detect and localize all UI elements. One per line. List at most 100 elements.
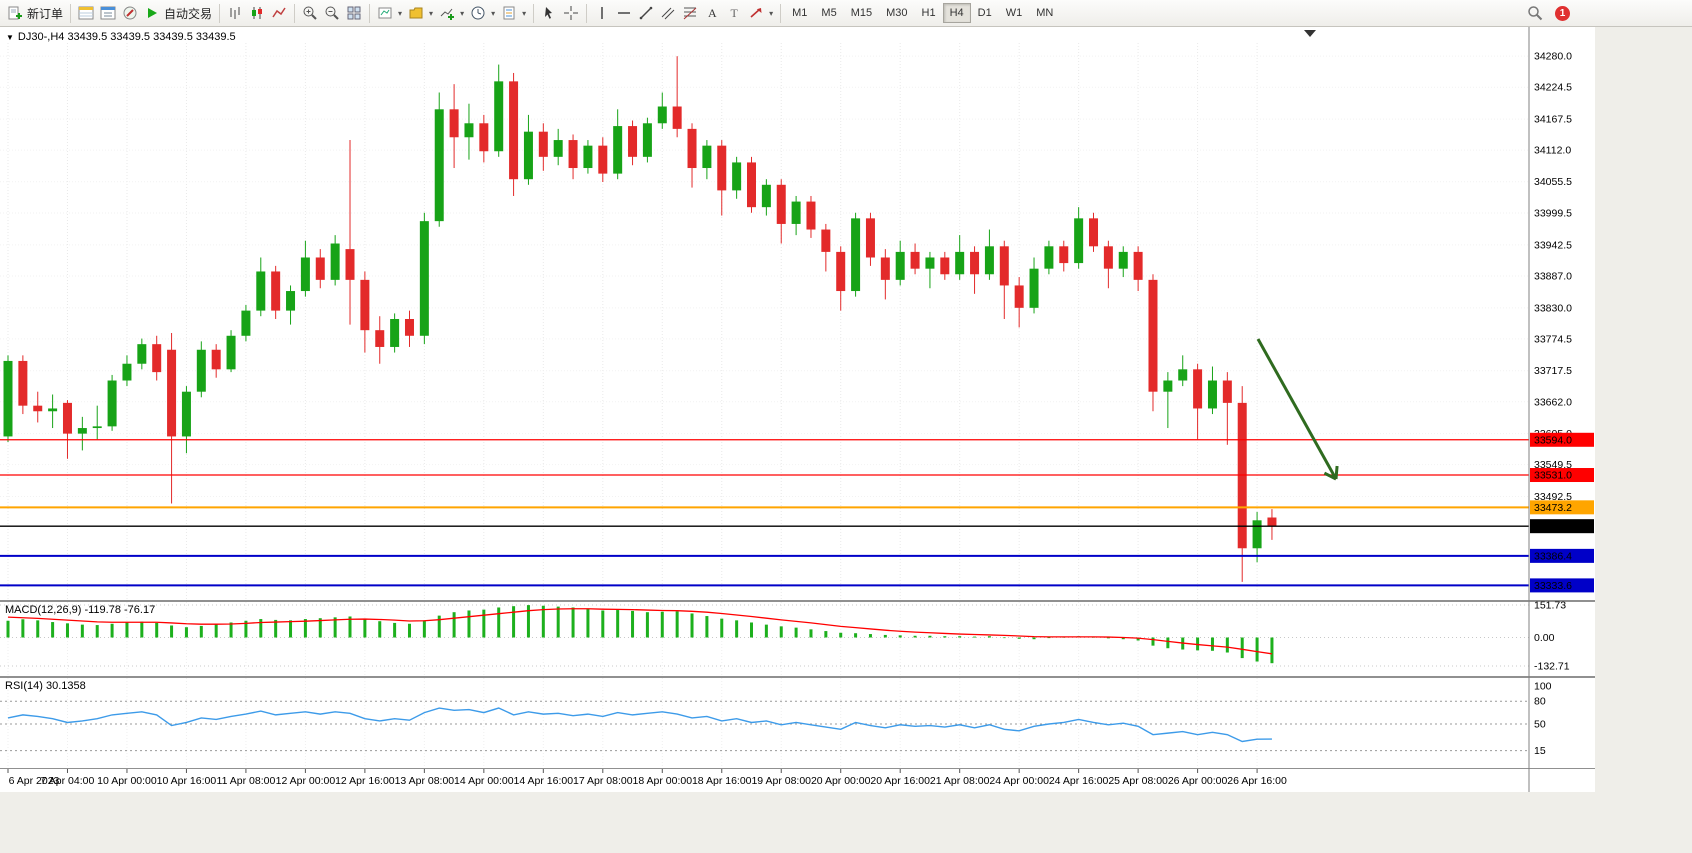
timeframe-h4[interactable]: H4	[942, 3, 971, 23]
indicators-button[interactable]: ▾	[436, 1, 467, 25]
zoom-out-button[interactable]	[321, 1, 343, 25]
new-order-label: 新订单	[27, 6, 64, 21]
time-label: 6 Apr 2023	[9, 775, 60, 787]
chevron-down-icon: ▾	[491, 8, 496, 18]
svg-text:15: 15	[1534, 745, 1546, 757]
toolbar-separator	[219, 3, 221, 23]
toolbar-separator	[780, 3, 782, 23]
vertical-line-button[interactable]	[591, 1, 613, 25]
horizontal-line-button[interactable]	[613, 1, 635, 25]
toolbar-separator	[70, 3, 72, 23]
cursor-icon	[545, 7, 553, 19]
timeframe-mn[interactable]: MN	[1029, 3, 1060, 23]
crosshair-button[interactable]	[560, 1, 582, 25]
svg-text:33999.5: 33999.5	[1534, 208, 1572, 220]
timeframe-m5[interactable]: M5	[814, 3, 843, 23]
trendline-icon	[639, 6, 653, 20]
timeframe-m15[interactable]: M15	[844, 3, 879, 23]
zoom-out-icon	[325, 6, 339, 20]
price-badge-33386.4	[1530, 548, 1594, 563]
tile-windows-button[interactable]	[343, 1, 365, 25]
svg-text:33531.0: 33531.0	[1534, 470, 1572, 482]
arrows-icon	[750, 8, 762, 18]
svg-text:33774.5: 33774.5	[1534, 333, 1572, 345]
svg-text:33717.5: 33717.5	[1534, 365, 1572, 377]
time-label: 25 Apr 08:00	[1108, 775, 1168, 787]
svg-text:100: 100	[1534, 681, 1552, 693]
time-label: 12 Apr 00:00	[276, 775, 336, 787]
cursor-button[interactable]	[538, 1, 560, 25]
time-label: 20 Apr 00:00	[811, 775, 871, 787]
macd-panel[interactable]: 151.73 0.00 -132.71	[0, 600, 1595, 676]
trendline-button[interactable]	[635, 1, 657, 25]
new-order-icon	[8, 6, 22, 20]
text-button[interactable]: A	[701, 1, 723, 25]
timeframe-m1[interactable]: M1	[785, 3, 814, 23]
autotrade-label: 自动交易	[164, 6, 213, 21]
navigator-button[interactable]	[119, 1, 141, 25]
time-label: 7 Apr 04:00	[41, 775, 95, 787]
chevron-down-icon: ▾	[769, 8, 774, 18]
time-label: 24 Apr 00:00	[989, 775, 1049, 787]
chevron-down-icon: ▾	[522, 8, 527, 18]
svg-text:33594.0: 33594.0	[1534, 434, 1572, 446]
time-label: 19 Apr 08:00	[751, 775, 811, 787]
notification-badge[interactable]: 1	[1555, 5, 1570, 21]
candles-layer	[3, 56, 1277, 582]
data-window-button[interactable]	[97, 1, 119, 25]
periods-button[interactable]: ▾	[467, 1, 498, 25]
chevron-down-icon: ▾	[429, 8, 434, 18]
svg-text:34055.5: 34055.5	[1534, 176, 1572, 188]
time-label: 10 Apr 00:00	[97, 775, 157, 787]
time-label: 26 Apr 00:00	[1168, 775, 1228, 787]
trend-arrow-annotation[interactable]	[1256, 338, 1339, 481]
market-watch-icon	[78, 6, 94, 20]
svg-text:34167.5: 34167.5	[1534, 114, 1572, 126]
search-icon[interactable]	[1527, 5, 1543, 21]
profiles-button[interactable]: ▾	[405, 1, 436, 25]
timeframe-m30[interactable]: M30	[879, 3, 914, 23]
chart-ohlc-title: ▼ DJ30-,H4 33439.5 33439.5 33439.5 33439.…	[6, 31, 236, 43]
rsi-line	[7, 707, 1272, 743]
templates-button[interactable]: ▾	[498, 1, 529, 25]
text-icon: A	[708, 6, 717, 20]
label-icon: T	[731, 6, 739, 20]
autotrade-button[interactable]: 自动交易	[141, 1, 215, 25]
svg-text:80: 80	[1534, 696, 1546, 708]
timeframe-d1[interactable]: D1	[971, 3, 999, 23]
fibonacci-button[interactable]	[679, 1, 701, 25]
workspace-filler-bottom	[0, 792, 1692, 853]
timeframe-h1[interactable]: H1	[915, 3, 943, 23]
time-label: 14 Apr 00:00	[454, 775, 514, 787]
time-label: 10 Apr 16:00	[157, 775, 217, 787]
time-label: 13 Apr 08:00	[395, 775, 455, 787]
autotrade-play-icon	[148, 8, 158, 18]
svg-text:34112.0: 34112.0	[1534, 145, 1571, 157]
price-badge-33439.5	[1530, 519, 1594, 534]
label-button[interactable]: T	[723, 1, 745, 25]
svg-text:0.00: 0.00	[1534, 632, 1555, 644]
zoom-in-button[interactable]	[299, 1, 321, 25]
svg-text:T: T	[731, 6, 739, 20]
arrows-button[interactable]: ▾	[745, 1, 776, 25]
new-order-button[interactable]: 新订单	[4, 1, 66, 25]
toolbar: 新订单 自动交易 ▾ ▾ ▾ ▾ ▾ A T ▾	[0, 0, 1692, 27]
fibonacci-icon	[683, 7, 697, 20]
chevron-down-icon: ▾	[398, 8, 403, 18]
svg-text:50: 50	[1534, 719, 1546, 731]
line-chart-button[interactable]	[268, 1, 290, 25]
rsi-panel[interactable]: 100 80 50 15	[0, 676, 1595, 768]
svg-text:A: A	[708, 6, 717, 20]
svg-text:33887.0: 33887.0	[1534, 270, 1572, 282]
macd-indicator-label: MACD(12,26,9) -119.78 -76.17	[5, 604, 156, 616]
market-watch-button[interactable]	[75, 1, 97, 25]
new-chart-button[interactable]: ▾	[374, 1, 405, 25]
chevron-down-icon: ▾	[460, 8, 465, 18]
main-chart-panel[interactable]: 34280.0 34224.5 34167.5 34112.0 34055.5 33999…	[0, 27, 1595, 600]
candlestick-button[interactable]	[246, 1, 268, 25]
svg-text:34280.0: 34280.0	[1534, 51, 1572, 63]
channel-button[interactable]	[657, 1, 679, 25]
bar-chart-button[interactable]	[224, 1, 246, 25]
timeframe-w1[interactable]: W1	[999, 3, 1030, 23]
